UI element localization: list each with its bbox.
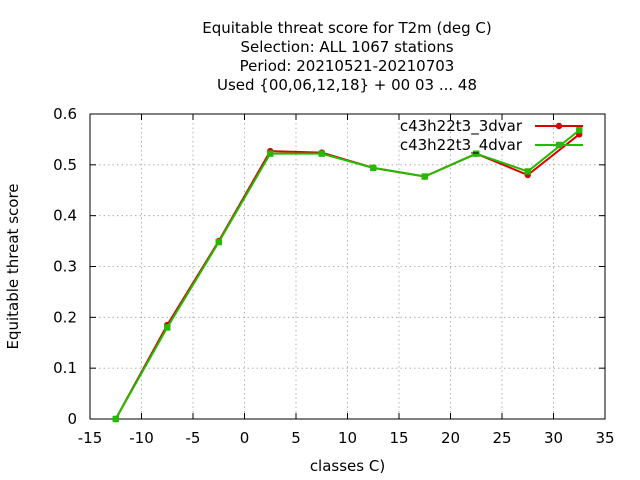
y-tick-label: 0.4	[53, 207, 77, 225]
y-axis-ticks: 0 0.1 0.2 0.3 0.4 0.5 0.6	[53, 105, 605, 428]
data-point	[267, 150, 274, 157]
x-axis-ticks: -15 -10 -5 0 5 10 15 20 25 30 35	[78, 114, 615, 447]
series	[112, 127, 583, 423]
x-tick-label: 35	[595, 429, 614, 447]
x-tick-label: 10	[338, 429, 357, 447]
y-tick-label: 0.3	[53, 258, 77, 276]
x-tick-label: -5	[186, 429, 201, 447]
data-point	[421, 173, 428, 180]
data-point	[164, 324, 171, 331]
chart-title: Equitable threat score for T2m (deg C)Se…	[202, 19, 492, 94]
legend-label-2: c43h22t3_4dvar	[400, 136, 523, 155]
legend-marker	[555, 122, 563, 130]
x-tick-label: 20	[441, 429, 460, 447]
title-line-4: Used {00,06,12,18} + 00 03 ... 48	[217, 76, 477, 94]
y-tick-label: 0.1	[53, 359, 77, 377]
data-point	[473, 150, 480, 157]
legend-marker	[555, 141, 563, 149]
x-tick-label: 15	[389, 429, 408, 447]
x-tick-label: 25	[492, 429, 511, 447]
data-point	[112, 415, 119, 423]
y-tick-label: 0.2	[53, 308, 77, 326]
x-tick-label: 30	[544, 429, 563, 447]
x-tick-label: 0	[240, 429, 250, 447]
x-axis-label: classes C)	[310, 457, 385, 475]
series-line-2	[114, 129, 580, 420]
legend-label-1: c43h22t3_3dvar	[400, 117, 523, 136]
x-tick-label: 5	[291, 429, 301, 447]
title-line-2: Selection: ALL 1067 stations	[240, 38, 453, 56]
data-point	[318, 150, 325, 157]
x-tick-label: -10	[129, 429, 154, 447]
data-point	[576, 127, 583, 134]
y-tick-label: 0	[67, 410, 77, 428]
data-point	[370, 164, 377, 172]
data-point	[215, 238, 222, 246]
y-axis-label: Equitable threat score	[4, 183, 22, 349]
title-line-3: Period: 20210521-20210703	[240, 57, 455, 75]
y-tick-label: 0.5	[53, 156, 77, 174]
y-tick-label: 0.6	[53, 105, 77, 123]
x-tick-label: -15	[78, 429, 103, 447]
data-point	[524, 168, 531, 175]
title-line-1: Equitable threat score for T2m (deg C)	[202, 19, 492, 37]
